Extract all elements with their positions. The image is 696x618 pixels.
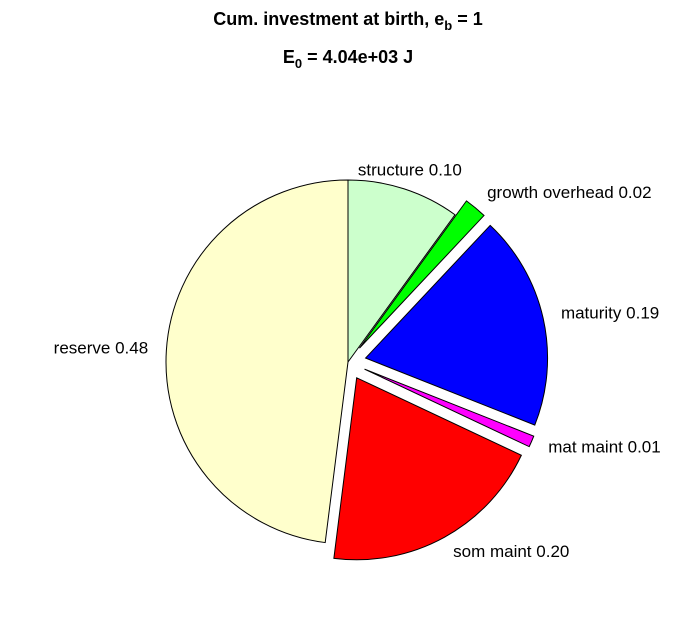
- pie-slice: [333, 377, 523, 561]
- pie-slice: [364, 224, 549, 426]
- slice-name: structure: [358, 161, 424, 180]
- slice-value: 0.48: [115, 339, 148, 358]
- slice-name: som maint: [453, 543, 532, 562]
- slice-name: growth overhead: [487, 183, 614, 202]
- slice-value: 0.20: [536, 543, 569, 562]
- slice-name: reserve: [54, 339, 111, 358]
- pie-slice: [359, 200, 485, 349]
- slice-label: som maint 0.20: [453, 543, 569, 562]
- slice-label: reserve 0.48: [54, 339, 149, 358]
- slice-value: 0.10: [429, 161, 462, 180]
- slice-value: 0.01: [628, 438, 661, 457]
- slice-label: maturity 0.19: [561, 304, 659, 323]
- chart-title: Cum. investment at birth, eb = 1: [213, 9, 483, 34]
- pie-slice: [165, 179, 349, 544]
- chart-title: E0 = 4.04e+03 J: [283, 47, 413, 72]
- title-text: E: [283, 47, 295, 67]
- slice-label: growth overhead 0.02: [487, 183, 651, 202]
- title-subscript: b: [444, 18, 452, 33]
- slice-name: mat maint: [548, 438, 623, 457]
- pie-slice: [364, 368, 535, 448]
- slice-value: 0.02: [618, 183, 651, 202]
- slice-label: mat maint 0.01: [548, 438, 660, 457]
- title-text: Cum. investment at birth, e: [213, 9, 444, 29]
- title-subscript: 0: [295, 56, 302, 71]
- slice-name: maturity: [561, 304, 622, 323]
- slice-label: structure 0.10: [358, 161, 462, 180]
- slice-value: 0.19: [626, 304, 659, 323]
- title-text: = 1: [452, 9, 483, 29]
- title-text: = 4.04e+03 J: [302, 47, 413, 67]
- pie-slice: [347, 179, 456, 364]
